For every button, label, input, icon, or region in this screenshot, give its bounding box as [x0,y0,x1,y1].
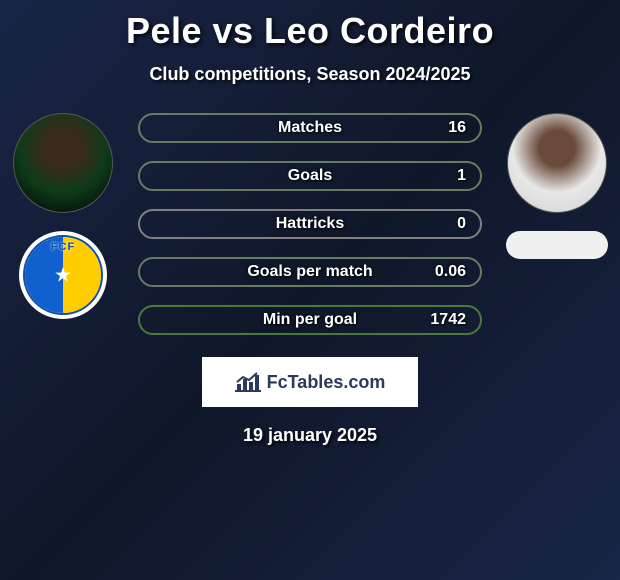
stat-row: Min per goal 1742 [138,305,482,335]
stat-right-value: 16 [448,119,466,137]
player-left-avatar [13,113,113,213]
star-icon: ★ [54,263,72,288]
right-player-column [502,113,612,259]
content-row: FCF ★ Matches 16 Goals 1 Hattricks 0 [0,113,620,335]
player-right-avatar [507,113,607,213]
stat-label: Goals per match [247,263,372,281]
page-subtitle: Club competitions, Season 2024/2025 [0,64,620,85]
stats-list: Matches 16 Goals 1 Hattricks 0 Goals per… [138,113,482,335]
page-title: Pele vs Leo Cordeiro [0,10,620,52]
brand-logo: FcTables.com [202,357,418,407]
club-badge-text: FCF [25,241,101,253]
stat-row: Hattricks 0 [138,209,482,239]
stat-right-value: 0.06 [435,263,466,281]
brand-text: FcTables.com [267,372,386,393]
stat-right-value: 1742 [430,311,466,329]
stat-right-value: 1 [457,167,466,185]
date-text: 19 january 2025 [0,425,620,446]
bar-chart-icon [235,372,261,392]
stat-right-value: 0 [457,215,466,233]
stat-row: Matches 16 [138,113,482,143]
stat-label: Goals [288,167,332,185]
player-right-club-badge-placeholder [506,231,608,259]
stat-label: Matches [278,119,342,137]
stat-row: Goals 1 [138,161,482,191]
club-badge-graphic: FCF ★ [23,235,103,315]
stat-row: Goals per match 0.06 [138,257,482,287]
stat-label: Min per goal [263,311,357,329]
left-player-column: FCF ★ [8,113,118,319]
stat-label: Hattricks [276,215,344,233]
comparison-card: Pele vs Leo Cordeiro Club competitions, … [0,0,620,446]
player-left-club-badge: FCF ★ [19,231,107,319]
